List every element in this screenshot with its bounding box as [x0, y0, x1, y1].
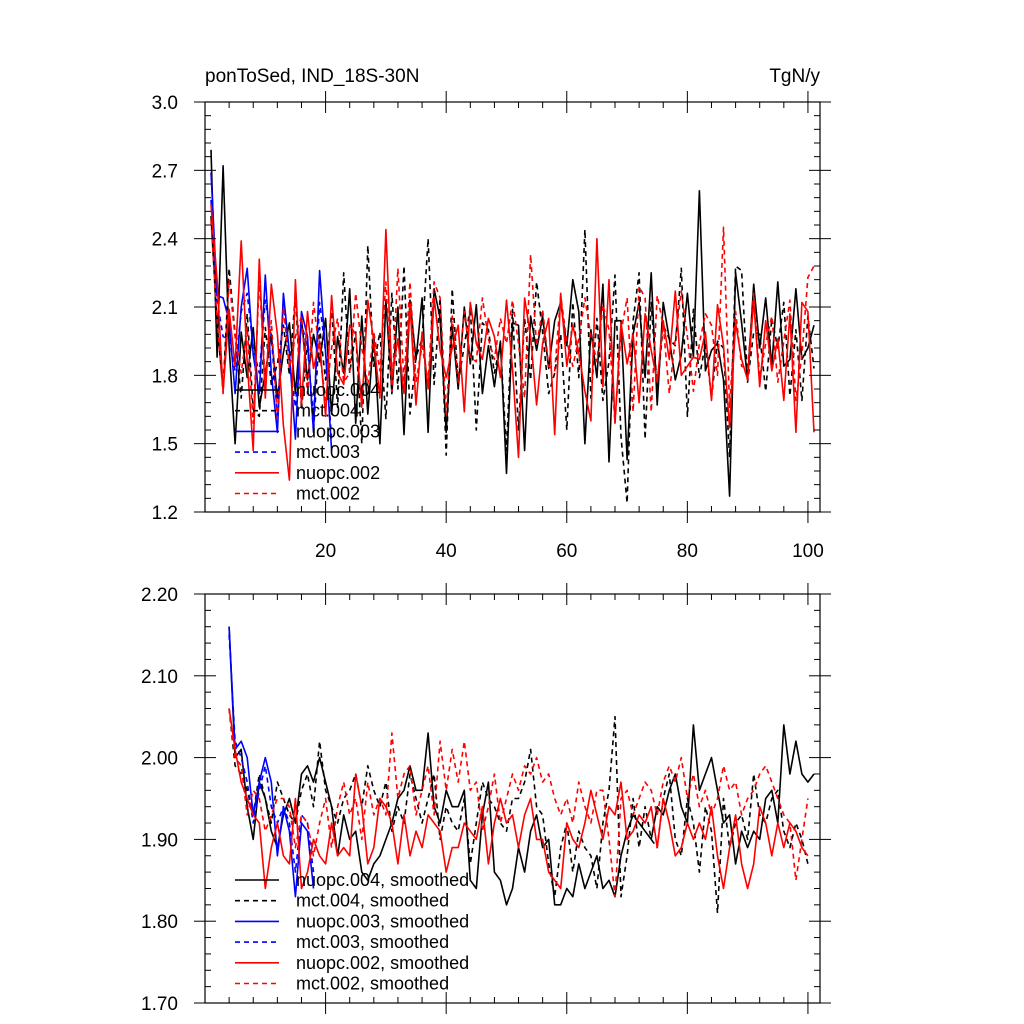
- series-line-nuopc-004-smoothed: [228, 626, 815, 906]
- legend-label: nuopc.002: [296, 463, 380, 483]
- y-tick-label: 2.10: [141, 667, 178, 688]
- chart1-plot-frame: [204, 593, 821, 1004]
- series-line-nuopc-003: [210, 172, 333, 451]
- x-tick-label: 20: [315, 541, 336, 562]
- y-tick-label: 1.5: [152, 435, 178, 456]
- y-tick-label: 2.00: [141, 749, 178, 770]
- x-tick-label: 60: [556, 541, 577, 562]
- series-line-mct-004-smoothed: [228, 708, 809, 914]
- y-tick-label: 1.80: [141, 912, 178, 933]
- legend-label: nuopc.003, smoothed: [296, 911, 469, 931]
- y-tick-label: 1.8: [152, 366, 178, 387]
- series-line-mct-003-smoothed: [228, 634, 315, 873]
- y-tick-label: 2.7: [152, 161, 178, 182]
- legend-label: nuopc.002, smoothed: [296, 953, 469, 973]
- x-tick-label: 100: [792, 541, 824, 562]
- legend-label: mct.003, smoothed: [296, 932, 449, 952]
- legend-label: nuopc.004: [296, 380, 380, 400]
- x-tick-label: 80: [677, 541, 698, 562]
- legend-label: mct.003: [296, 442, 360, 462]
- y-tick-label: 3.0: [152, 93, 178, 114]
- series-line-mct-003: [210, 199, 333, 440]
- bottom-panel: 1.70 1.80 1.90 2.00 2.10 2.20 nuopc.004, smoot…: [141, 583, 831, 1015]
- series-line-mct-002: [210, 220, 815, 425]
- y-tick-label: 1.90: [141, 830, 178, 851]
- legend-label: mct.002: [296, 484, 360, 504]
- chart-title: ponToSed, IND_18S-30N: [205, 66, 419, 87]
- legend-label: mct.004, smoothed: [296, 891, 449, 911]
- series-line-mct-002-smoothed: [228, 708, 809, 898]
- y-tick-label: 1.2: [152, 503, 178, 524]
- y-tick-label: 2.1: [152, 298, 178, 319]
- legend-label: mct.002, smoothed: [296, 974, 449, 994]
- y-tick-label: 1.70: [141, 994, 178, 1015]
- chart0-legend: nuopc.004mct.004nuopc.003mct.003nuopc.00…: [235, 380, 380, 504]
- legend-label: nuopc.003: [296, 421, 380, 441]
- y-tick-label: 2.4: [152, 230, 179, 251]
- series-line-nuopc-002: [210, 204, 815, 481]
- legend-label: mct.004: [296, 401, 360, 421]
- chart1-series-group: [228, 626, 815, 914]
- series-line-nuopc-002-smoothed: [228, 708, 809, 890]
- chart0-series-group: [210, 149, 815, 504]
- y-tick-label: 2.20: [141, 585, 178, 606]
- legend-label: nuopc.004, smoothed: [296, 870, 469, 890]
- units-label: TgN/y: [769, 66, 820, 87]
- x-tick-label: 40: [436, 541, 457, 562]
- top-panel: ponToSed, IND_18S-30N TgN/y 20 40 60 80 100 1.2…: [152, 66, 831, 562]
